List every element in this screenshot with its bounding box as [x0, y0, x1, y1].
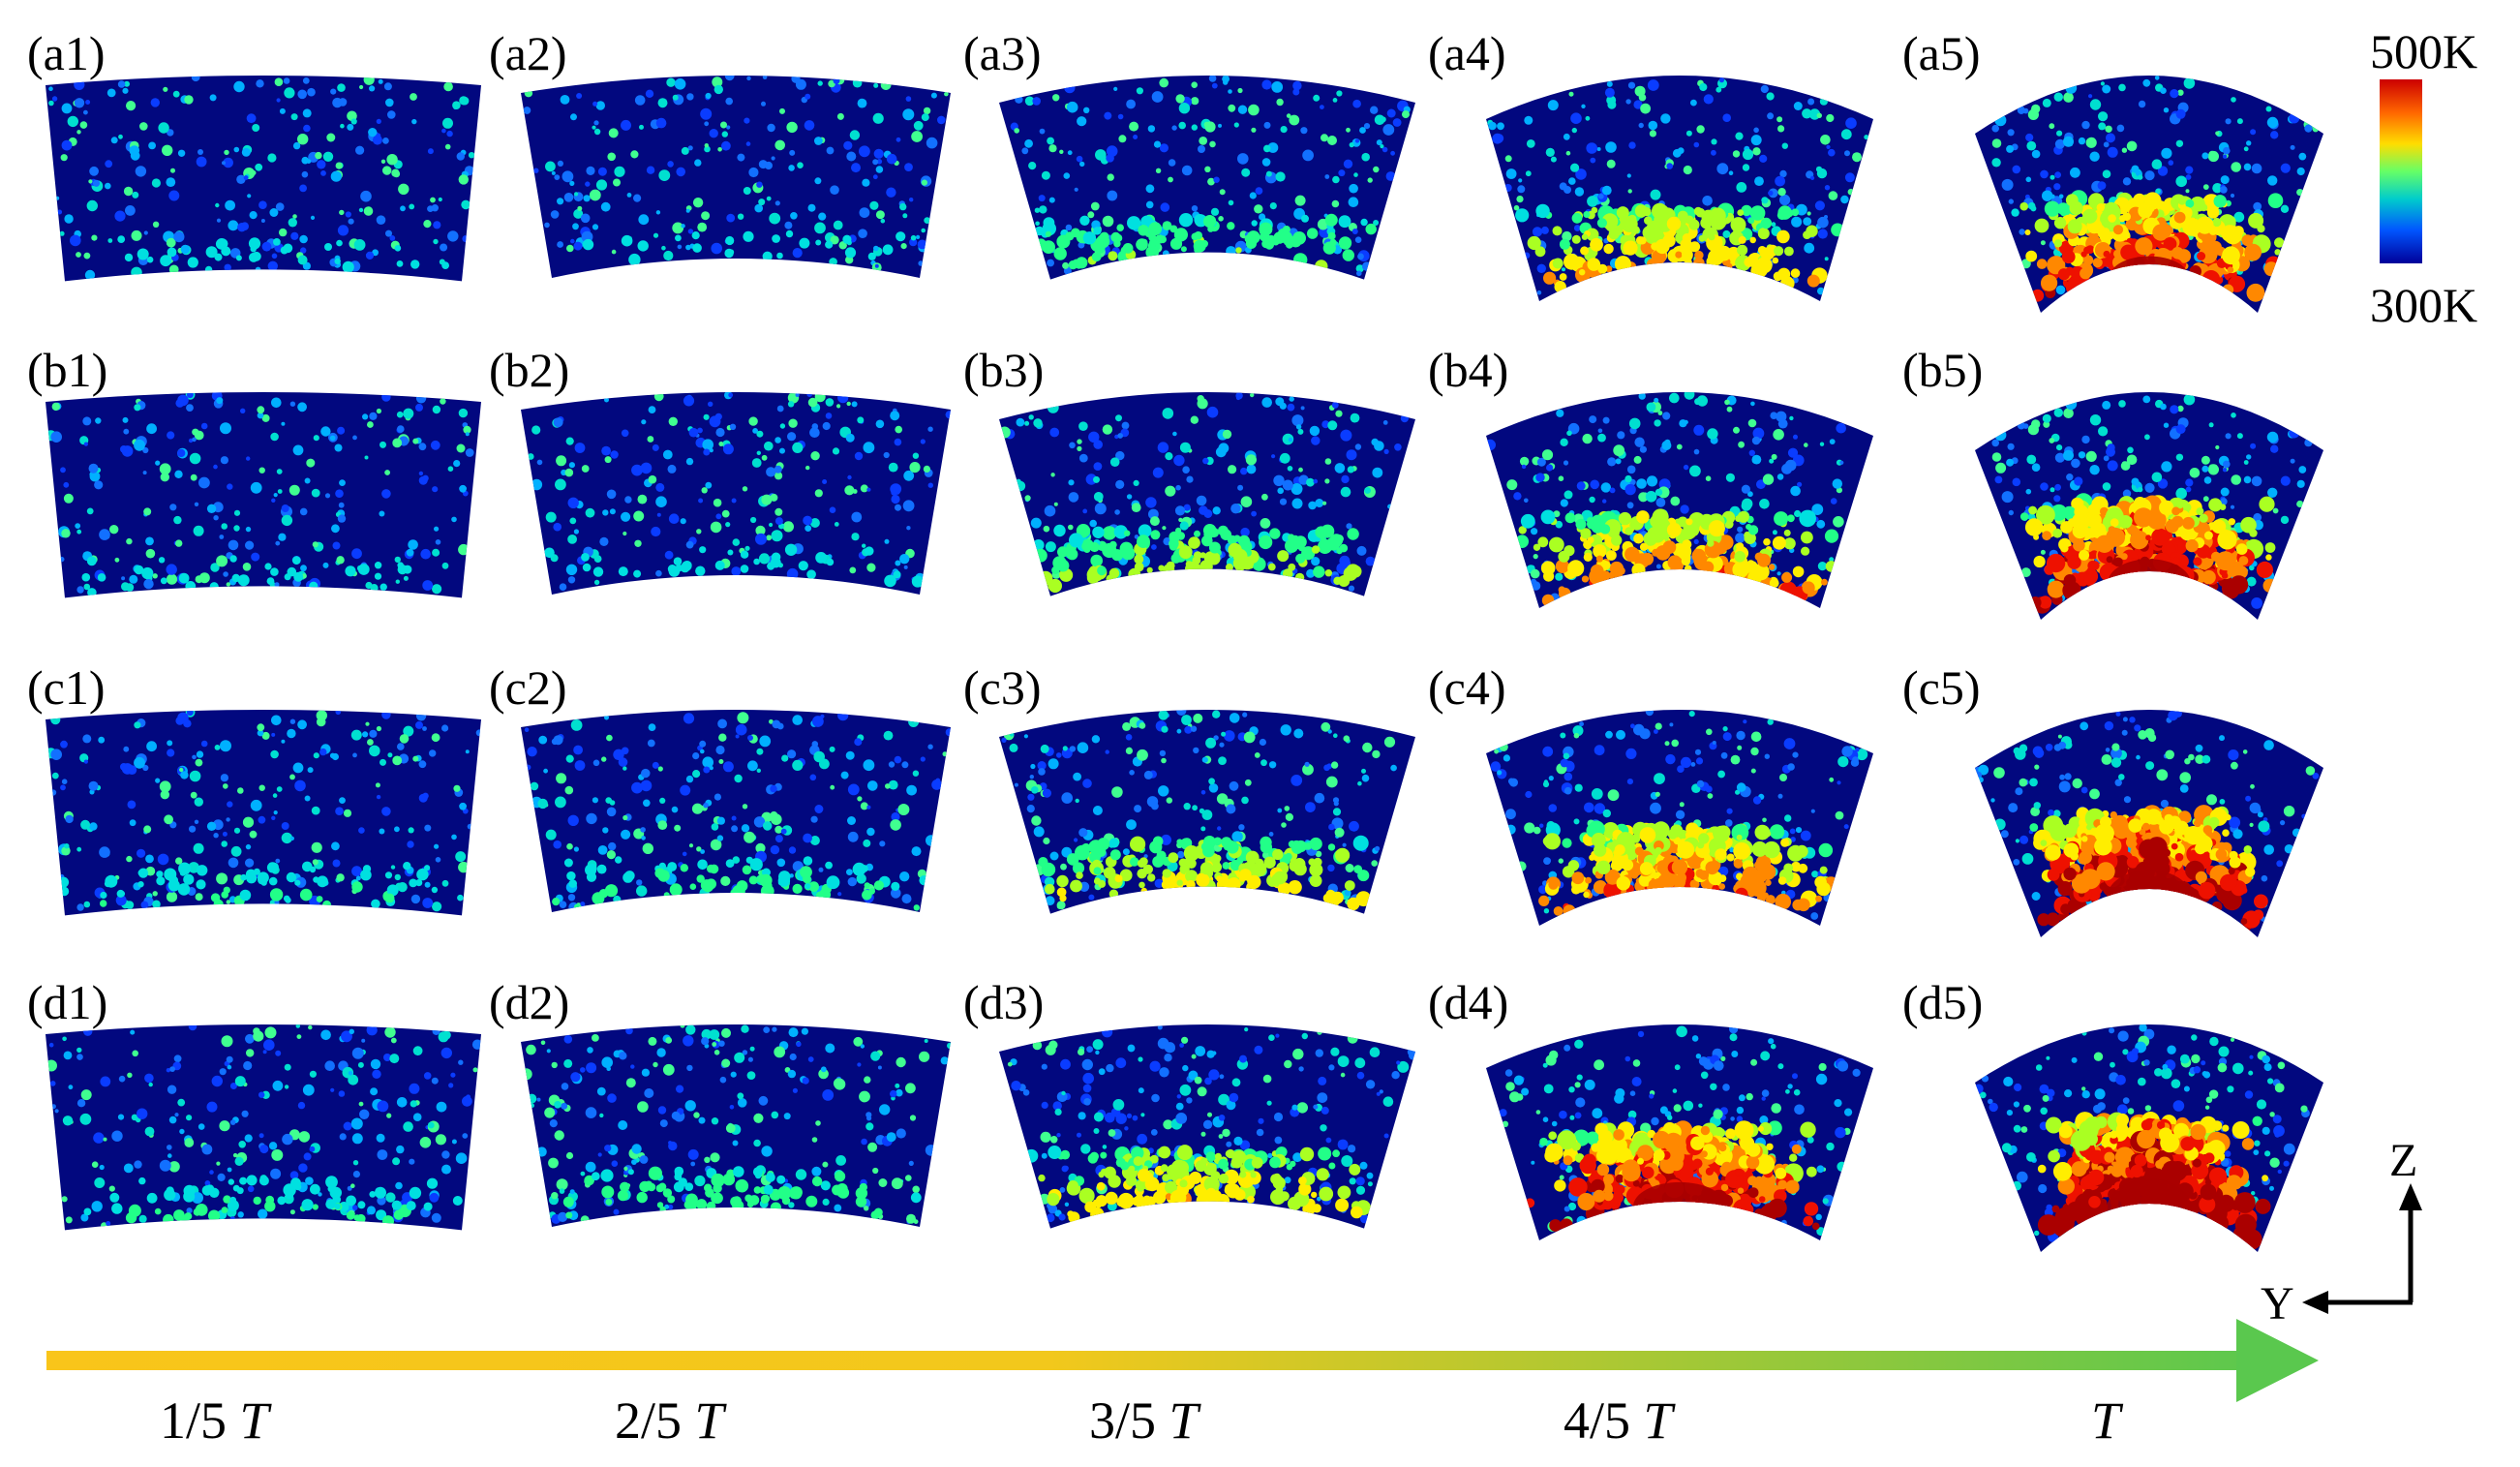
- colorbar: [2380, 79, 2422, 263]
- panel-c3: [999, 710, 1415, 914]
- panel-domain: [46, 1024, 481, 1231]
- time-label: 2/5 T: [615, 1391, 724, 1450]
- panel-label: (b1): [27, 343, 108, 397]
- colorbar-min-label: 300K: [2370, 278, 2478, 332]
- y-axis-arrowhead: [2302, 1291, 2328, 1314]
- panel-d5: [1975, 1024, 2323, 1252]
- panel-label: (d1): [27, 975, 108, 1029]
- temperature-speckles: [1001, 710, 1397, 911]
- temperature-speckles: [48, 76, 475, 281]
- temperature-speckles: [46, 392, 474, 597]
- panel-domain: [46, 76, 481, 282]
- panel-c2: [521, 710, 951, 912]
- panel-label: (c1): [27, 660, 106, 715]
- temperature-speckles: [1499, 1024, 1861, 1237]
- panel-label: (a1): [27, 26, 106, 80]
- panel-c1: [46, 710, 481, 916]
- panel-label: (a3): [963, 26, 1042, 80]
- timeline-arrow: [46, 1319, 2319, 1402]
- panel-a2: [521, 76, 951, 278]
- y-axis-label: Y: [2261, 1278, 2294, 1329]
- temperature-speckles: [46, 1024, 481, 1229]
- time-label: 1/5 T: [160, 1391, 269, 1450]
- temperature-speckles: [523, 76, 949, 273]
- panel-label: (c2): [489, 660, 567, 715]
- time-label: 4/5 T: [1564, 1391, 1673, 1450]
- panel-a5: [1975, 76, 2323, 313]
- panel-a3: [999, 76, 1415, 280]
- simulation-panels: [46, 76, 2323, 1252]
- panel-label: (c3): [963, 660, 1042, 715]
- colorbar-max-label: 500K: [2370, 24, 2478, 78]
- panel-label: (b3): [963, 343, 1045, 397]
- panel-a4: [1486, 76, 1873, 301]
- temperature-speckles: [1487, 77, 1869, 295]
- panel-b5: [1975, 392, 2323, 620]
- panel-b1: [46, 392, 481, 598]
- temperature-speckles: [527, 392, 951, 591]
- time-label: 3/5 T: [1089, 1391, 1199, 1450]
- panel-b4: [1486, 392, 1873, 608]
- temperature-speckles: [1975, 710, 2320, 932]
- panel-label: (c4): [1428, 660, 1506, 715]
- temperature-speckles: [1007, 1024, 1415, 1224]
- panel-label: (d2): [489, 975, 570, 1029]
- panel-b2: [521, 392, 951, 595]
- panel-label: (d3): [963, 975, 1045, 1029]
- panel-domain: [46, 710, 481, 916]
- panel-label: (a4): [1428, 26, 1506, 80]
- panel-c5: [1975, 710, 2323, 937]
- temperature-speckles: [524, 710, 951, 912]
- panel-label: (c5): [1902, 660, 1981, 715]
- temperature-speckles: [1010, 76, 1411, 277]
- time-label: T: [2091, 1391, 2121, 1450]
- z-axis-arrowhead: [2399, 1183, 2422, 1210]
- panel-label: (b2): [489, 343, 570, 397]
- panel-d4: [1486, 1024, 1873, 1240]
- timeline-arrow-head: [2236, 1319, 2319, 1402]
- temperature-speckles: [999, 392, 1409, 594]
- panel-domain: [46, 392, 481, 598]
- axis-triad: [2302, 1183, 2422, 1314]
- panel-d2: [521, 1024, 951, 1227]
- z-axis-label: Z: [2389, 1135, 2418, 1186]
- panel-d3: [999, 1024, 1415, 1229]
- temperature-speckles: [1490, 710, 1868, 920]
- panel-domain: [521, 710, 951, 912]
- panel-label: (b5): [1902, 343, 1984, 397]
- temperature-speckles: [1991, 393, 2313, 614]
- panel-c4: [1486, 710, 1873, 926]
- panel-label: (a5): [1902, 26, 1981, 80]
- panel-label: (d4): [1428, 975, 1509, 1029]
- panel-a1: [46, 76, 481, 282]
- panel-d1: [46, 1024, 481, 1231]
- timeline-arrow-shaft: [46, 1351, 2273, 1370]
- temperature-speckles: [46, 710, 481, 912]
- panel-label: (b4): [1428, 343, 1509, 397]
- panel-b3: [999, 392, 1415, 596]
- panel-label: (d5): [1902, 975, 1984, 1029]
- panel-label: (a2): [489, 26, 567, 80]
- panel-domain: [521, 392, 951, 595]
- panel-domain: [1486, 76, 1873, 301]
